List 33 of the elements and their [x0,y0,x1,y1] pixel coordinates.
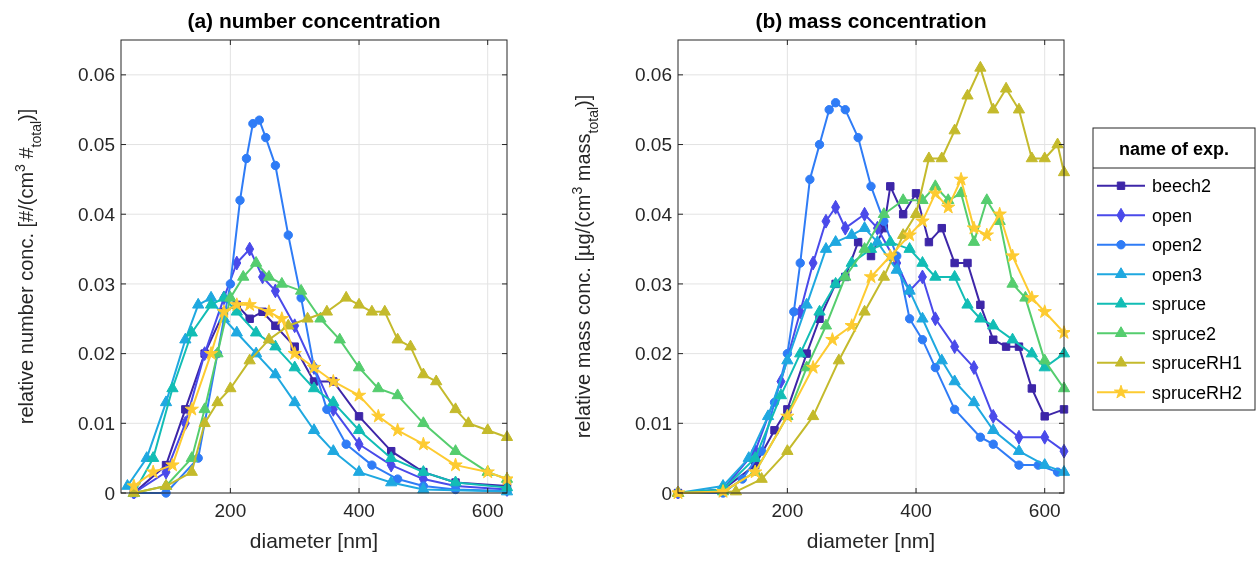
y-tick-label: 0.03 [635,273,672,295]
y-tick-label: 0.02 [635,343,672,365]
y-tick-label: 0 [661,482,672,504]
y-tick-label: 0.01 [635,412,672,434]
y-tick-label: 0.01 [78,412,115,434]
y-tick-label: 0.05 [635,134,672,156]
chart-title: (b) mass concentration [755,9,987,32]
x-axis-title: diameter [nm] [249,529,379,552]
x-tick-label: 600 [1028,500,1061,521]
legend-label: open3 [1152,264,1203,285]
legend-label: beech2 [1152,176,1212,197]
legend-label: spruceRH2 [1152,382,1243,403]
y-tick-label: 0.04 [78,203,116,225]
legend-label: open2 [1152,235,1203,256]
y-tick-label: 0.04 [635,203,673,225]
legend-label: spruceRH1 [1152,353,1243,374]
x-tick-label: 200 [771,500,804,521]
x-tick-label: 400 [343,500,375,521]
y-tick-label: 0.05 [78,134,115,156]
chart-title: (a) number concentration [187,9,441,32]
legend-label: open [1152,205,1193,226]
x-tick-label: 600 [471,500,504,521]
y-tick-label: 0.03 [78,273,115,295]
y-tick-label: 0 [104,482,115,504]
legend-label: spruce2 [1152,323,1217,344]
x-tick-label: 200 [214,500,247,521]
legend-label: spruce [1152,294,1207,315]
y-tick-label: 0.06 [635,64,672,86]
y-tick-label: 0.02 [78,343,115,365]
x-tick-label: 400 [900,500,932,521]
legend-title: name of exp. [1118,139,1230,159]
x-axis-title: diameter [nm] [806,529,936,552]
y-tick-label: 0.06 [78,64,115,86]
